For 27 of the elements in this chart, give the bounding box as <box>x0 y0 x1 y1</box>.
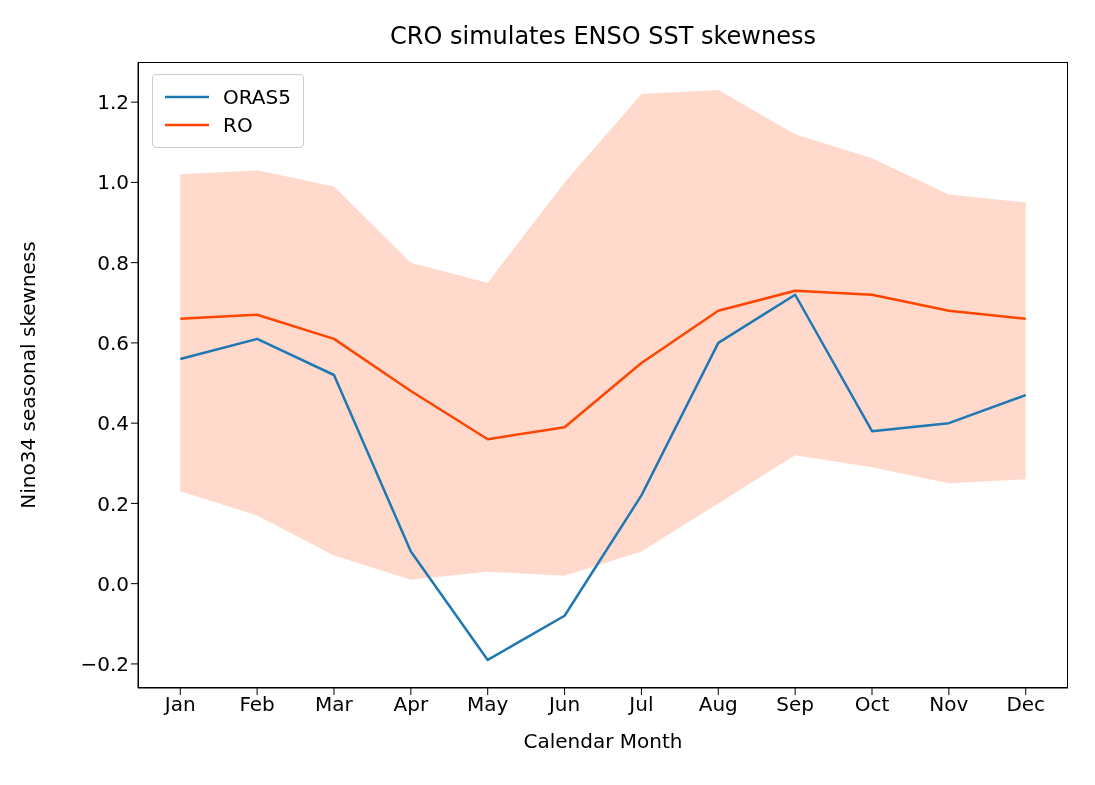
x-tick-label: Apr <box>393 692 429 717</box>
y-tick-label: 0.0 <box>97 571 129 596</box>
y-tick-label: 0.4 <box>97 411 129 436</box>
x-tick-label: Feb <box>239 692 275 717</box>
legend-label: RO <box>223 113 253 137</box>
x-tick-label: Sep <box>776 692 814 717</box>
x-tick-label: Oct <box>854 692 890 717</box>
x-axis-title: Calendar Month <box>523 729 683 753</box>
y-tick-label: −0.2 <box>80 652 129 677</box>
x-tick-label: May <box>467 692 509 717</box>
y-axis-title: Nino34 seasonal skewness <box>16 241 41 509</box>
y-tick-label: 1.2 <box>97 90 129 115</box>
line-series <box>179 293 1027 662</box>
legend-label: ORAS5 <box>223 85 291 109</box>
y-tick-label: 0.2 <box>97 491 129 516</box>
x-tick-label: Mar <box>315 692 354 717</box>
x-tick-label: Jul <box>627 692 654 717</box>
x-tick-label: Jun <box>546 692 581 717</box>
x-tick-label: Jan <box>162 692 196 717</box>
line-series <box>179 289 1027 441</box>
y-tick-label: 0.8 <box>97 250 129 275</box>
x-tick-label: Aug <box>698 692 738 717</box>
chart-title: CRO simulates ENSO SST skewness <box>389 22 817 50</box>
x-tick-label: Nov <box>929 692 969 717</box>
y-tick-label: 1.0 <box>97 170 129 195</box>
y-tick-label: 0.6 <box>97 331 129 355</box>
x-tick-label: Dec <box>1006 692 1046 717</box>
